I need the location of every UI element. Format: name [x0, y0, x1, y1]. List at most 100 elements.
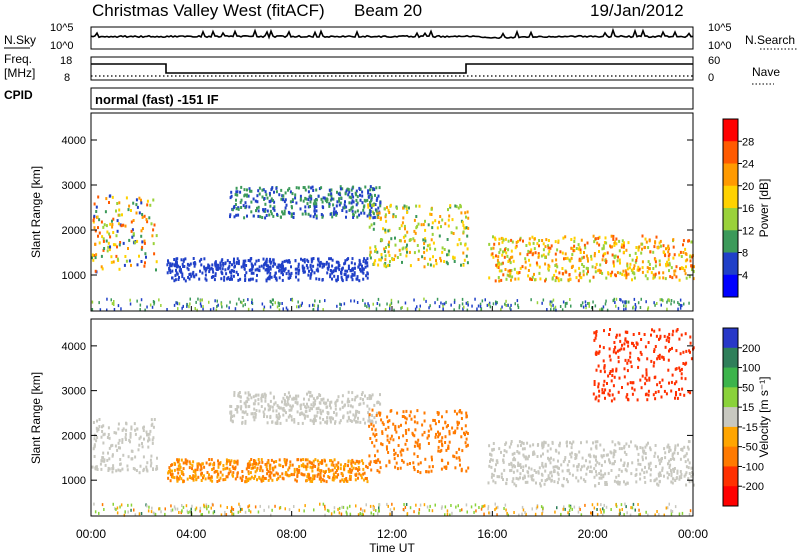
heatmap-cell [353, 266, 356, 270]
heatmap-cell [349, 477, 352, 481]
heatmap-cell [118, 213, 121, 217]
heatmap-cell [547, 252, 550, 256]
heatmap-cell [522, 469, 524, 472]
heatmap-cell [621, 508, 623, 511]
heatmap-cell [632, 266, 635, 270]
heatmap-cell [615, 503, 617, 507]
heatmap-cell [228, 264, 231, 268]
heatmap-cell [519, 238, 522, 242]
heatmap-cell [658, 381, 661, 385]
heatmap-cell [645, 392, 648, 396]
heatmap-cell [291, 212, 293, 216]
heatmap-cell [356, 420, 359, 424]
heatmap-cell [338, 511, 341, 515]
heatmap-cell [228, 467, 231, 471]
heatmap-cell [245, 271, 248, 275]
heatmap-cell [287, 474, 290, 478]
heatmap-cell [692, 277, 695, 281]
heatmap-cell [556, 265, 559, 269]
heatmap-cell [321, 478, 324, 482]
heatmap-cell [372, 302, 374, 306]
heatmap-cell [298, 468, 301, 472]
heatmap-cell [684, 460, 687, 464]
heatmap-cell [346, 269, 349, 273]
heatmap-cell [387, 229, 390, 233]
heatmap-cell [262, 266, 265, 270]
heatmap-cell [179, 465, 182, 469]
heatmap-cell [329, 273, 332, 277]
heatmap-cell [541, 239, 544, 242]
heatmap-cell [270, 300, 272, 304]
heatmap-cell [404, 234, 407, 238]
colorbar-tick-label: 24 [742, 159, 754, 171]
heatmap-cell [291, 200, 294, 203]
heatmap-cell [644, 376, 647, 380]
heatmap-cell [684, 362, 687, 366]
heatmap-cell [508, 445, 511, 449]
heatmap-cell [281, 270, 283, 274]
heatmap-cell [204, 477, 207, 481]
heatmap-cell [102, 225, 105, 229]
heatmap-cell [151, 422, 154, 426]
heatmap-cell [216, 305, 218, 308]
heatmap-cell [625, 395, 628, 399]
heatmap-cell [101, 425, 103, 429]
heatmap-cell [580, 476, 583, 480]
heatmap-cell [384, 427, 387, 431]
heatmap-cell [262, 479, 265, 482]
heatmap-cell [290, 473, 293, 477]
heatmap-cell [343, 302, 346, 306]
heatmap-cell [609, 450, 612, 454]
heatmap-cell [526, 480, 529, 484]
heatmap-cell [338, 421, 341, 425]
heatmap-cell [188, 273, 191, 276]
heatmap-cell [312, 418, 315, 422]
heatmap-cell [566, 256, 569, 260]
heatmap-cell [579, 251, 582, 254]
heatmap-cell [500, 450, 502, 454]
heatmap-cell [339, 479, 342, 483]
heatmap-cell [325, 262, 328, 266]
heatmap-cell [295, 397, 298, 401]
x-tick-label: 20:00 [578, 527, 608, 541]
heatmap-cell [546, 478, 549, 482]
heatmap-cell [509, 469, 512, 473]
heatmap-cell [513, 456, 516, 460]
heatmap-cell [661, 468, 664, 472]
heatmap-cell [390, 434, 393, 438]
heatmap-cell [554, 252, 557, 256]
heatmap-cell [562, 300, 565, 304]
heatmap-cell [176, 458, 179, 462]
heatmap-cell [559, 441, 561, 445]
heatmap-cell [130, 229, 133, 233]
heatmap-cell [374, 454, 376, 458]
heatmap-cell [176, 507, 179, 511]
heatmap-cell [130, 508, 132, 512]
heatmap-cell [226, 466, 229, 470]
heatmap-cell [416, 444, 419, 448]
heatmap-cell [570, 304, 572, 308]
heatmap-cell [366, 271, 369, 275]
heatmap-cell [96, 429, 99, 433]
heatmap-cell [238, 297, 240, 301]
cpid-value: normal (fast) -151 IF [95, 92, 219, 107]
heatmap-cell [291, 397, 294, 401]
heatmap-cell [649, 473, 652, 477]
colorbar-swatch [723, 387, 738, 408]
heatmap-cell [351, 405, 354, 409]
heatmap-cell [367, 411, 370, 415]
heatmap-cell [132, 232, 135, 236]
heatmap-cell [182, 259, 185, 263]
heatmap-cell [641, 270, 644, 274]
heatmap-cell [590, 447, 593, 451]
heatmap-cell [519, 476, 521, 480]
heatmap-cell [460, 417, 463, 420]
heatmap-cell [482, 504, 485, 508]
heatmap-cell [416, 305, 418, 309]
heatmap-cell [230, 510, 232, 513]
heatmap-cell [550, 474, 553, 478]
heatmap-cell [517, 461, 520, 465]
heatmap-cell [319, 475, 322, 479]
heatmap-cell [309, 276, 312, 280]
heatmap-cell [396, 454, 399, 458]
